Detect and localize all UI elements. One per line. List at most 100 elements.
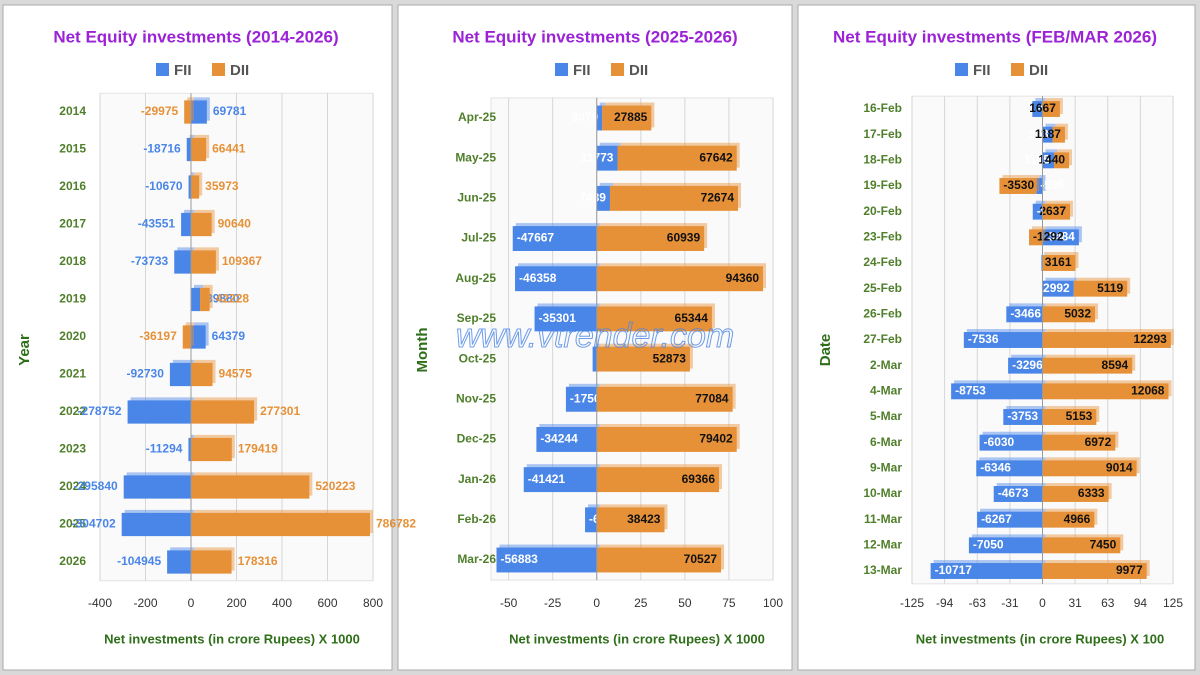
value-label: -36197 (139, 329, 177, 343)
category-label: Feb-26 (457, 512, 496, 526)
x-tick-label: 25 (634, 596, 648, 610)
x-tick-label: 200 (226, 596, 246, 610)
value-label: -6267 (981, 512, 1012, 526)
bar (592, 346, 597, 372)
legend-label: DII (629, 62, 648, 79)
value-label: -8753 (955, 384, 986, 398)
bar (617, 145, 737, 171)
bar (534, 306, 597, 332)
bar (930, 563, 1043, 579)
value-label: 65344 (675, 311, 709, 325)
y-axis-label: Year (16, 334, 33, 366)
value-label: -18716 (143, 142, 181, 156)
bar (1042, 229, 1079, 246)
category-label: 19-Feb (863, 178, 902, 192)
bar (1003, 409, 1043, 425)
value-label: 60939 (667, 231, 701, 245)
category-label: 2022 (59, 404, 86, 418)
bar (1032, 203, 1043, 220)
bar (1042, 486, 1109, 502)
bar (1042, 152, 1055, 169)
value-label: -3753 (1007, 409, 1038, 423)
value-label: 94575 (219, 367, 253, 381)
category-label: May-25 (455, 150, 496, 164)
value-label: 5119 (1097, 281, 1123, 295)
bar (596, 145, 618, 171)
bar (951, 383, 1043, 400)
bar (1042, 101, 1060, 117)
x-tick-label: 63 (1101, 596, 1115, 610)
category-label: 17-Feb (863, 127, 902, 141)
value-label: 786782 (376, 517, 416, 531)
value-label: 8594 (1102, 358, 1129, 372)
value-label: 42228 (216, 292, 250, 306)
value-label: 2992 (1043, 281, 1070, 295)
bar (186, 137, 191, 162)
legend-swatch (611, 63, 624, 76)
value-label: 67642 (699, 150, 733, 164)
category-label: 2018 (59, 254, 86, 268)
bar (1042, 383, 1169, 400)
value-label: 64379 (212, 329, 246, 343)
category-label: 2-Mar (870, 358, 902, 372)
bar (1052, 126, 1065, 143)
value-label: 3079 (571, 110, 598, 124)
category-label: 24-Feb (863, 255, 902, 269)
bar (609, 185, 739, 211)
y-axis-label: Month (414, 328, 431, 373)
value-label: -596 (1040, 178, 1064, 192)
value-label: 66441 (212, 142, 246, 156)
bar (188, 175, 191, 199)
bar (1042, 306, 1096, 323)
value-label: 2637 (1039, 204, 1066, 218)
value-label: 79402 (699, 432, 733, 446)
bar (1032, 101, 1043, 117)
bar (188, 437, 191, 462)
value-label: 277301 (260, 404, 300, 418)
value-label: -7050 (973, 538, 1004, 552)
category-label: 18-Feb (863, 153, 902, 167)
bar (993, 486, 1043, 502)
value-label: 5153 (1066, 409, 1093, 423)
value-label: 70527 (684, 552, 718, 566)
category-label: 12-Mar (863, 538, 902, 552)
category-label: Jan-26 (458, 472, 496, 486)
bar (977, 511, 1043, 528)
bar (976, 460, 1043, 477)
value-label: 90640 (218, 217, 252, 231)
value-label: -29975 (141, 104, 179, 118)
bar (191, 325, 206, 349)
category-label: Sep-25 (457, 311, 497, 325)
x-tick-label: -25 (544, 596, 562, 610)
bar (585, 507, 597, 533)
x-tick-label: 600 (317, 596, 337, 610)
bar (1042, 409, 1097, 425)
category-label: Mar-26 (457, 552, 496, 566)
category-label: 2015 (59, 142, 86, 156)
bar (596, 467, 720, 493)
value-label: 5032 (1064, 307, 1091, 321)
x-tick-label: 0 (593, 596, 600, 610)
category-label: Dec-25 (457, 432, 497, 446)
value-label: 72674 (701, 191, 735, 205)
bar (121, 512, 191, 537)
bar (1006, 306, 1043, 323)
bar (191, 287, 201, 312)
legend-swatch (212, 63, 225, 76)
legend-swatch (555, 63, 568, 76)
bar (1041, 255, 1043, 271)
bar (523, 467, 597, 493)
value-label: -7536 (968, 332, 999, 346)
category-label: 6-Mar (870, 435, 902, 449)
bar (191, 175, 200, 199)
category-label: 5-Mar (870, 409, 902, 423)
legend-label: DII (1029, 62, 1048, 79)
category-label: 2023 (59, 442, 86, 456)
value-label: 520223 (315, 479, 355, 493)
y-axis-label: Date (817, 334, 834, 367)
x-tick-label: -200 (133, 596, 157, 610)
value-label: -3466 (1010, 307, 1041, 321)
bar (596, 346, 690, 372)
value-label: -92730 (127, 367, 165, 381)
